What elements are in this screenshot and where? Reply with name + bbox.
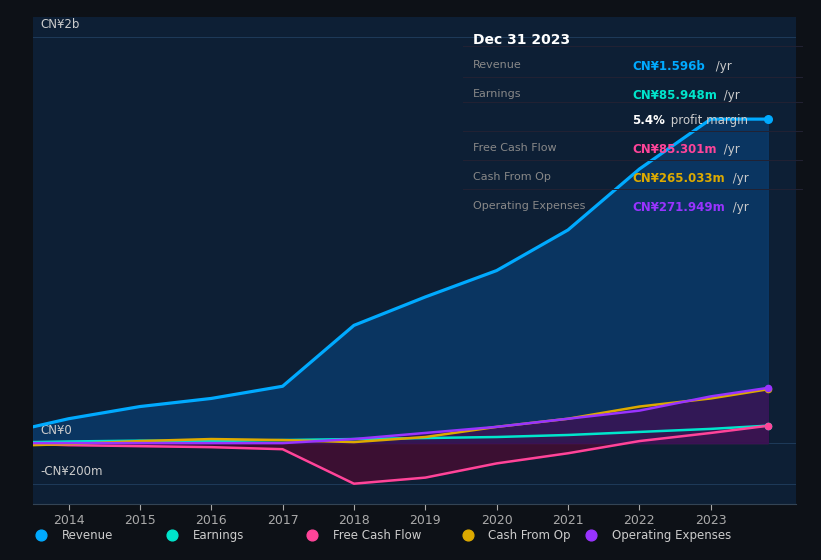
Text: profit margin: profit margin: [667, 114, 749, 127]
Text: Earnings: Earnings: [474, 90, 522, 99]
Point: [761, 421, 774, 430]
Text: Revenue: Revenue: [474, 60, 522, 71]
Text: 5.4%: 5.4%: [632, 114, 665, 127]
Text: Cash From Op: Cash From Op: [474, 172, 551, 182]
Text: CN¥85.948m: CN¥85.948m: [632, 90, 717, 102]
Text: /yr: /yr: [721, 90, 741, 102]
Text: /yr: /yr: [729, 172, 749, 185]
Text: Operating Expenses: Operating Expenses: [474, 201, 585, 211]
Point: [761, 421, 774, 430]
Text: Free Cash Flow: Free Cash Flow: [333, 529, 421, 542]
Text: Revenue: Revenue: [62, 529, 113, 542]
Text: CN¥271.949m: CN¥271.949m: [632, 201, 725, 214]
Point: [461, 531, 475, 540]
Text: Operating Expenses: Operating Expenses: [612, 529, 731, 542]
Text: /yr: /yr: [712, 60, 732, 73]
Text: Dec 31 2023: Dec 31 2023: [474, 34, 571, 48]
Text: Cash From Op: Cash From Op: [488, 529, 571, 542]
Text: CN¥265.033m: CN¥265.033m: [632, 172, 725, 185]
Point: [305, 531, 319, 540]
Text: Earnings: Earnings: [193, 529, 245, 542]
Text: CN¥85.301m: CN¥85.301m: [632, 143, 717, 156]
Text: CN¥2b: CN¥2b: [40, 18, 80, 31]
Text: /yr: /yr: [721, 143, 741, 156]
Point: [761, 115, 774, 124]
Point: [761, 384, 774, 393]
Point: [166, 531, 179, 540]
Text: CN¥0: CN¥0: [40, 424, 71, 437]
Point: [34, 531, 48, 540]
Point: [585, 531, 598, 540]
Text: -CN¥200m: -CN¥200m: [40, 465, 103, 478]
Text: Free Cash Flow: Free Cash Flow: [474, 143, 557, 153]
Point: [761, 385, 774, 394]
Text: /yr: /yr: [729, 201, 749, 214]
Text: CN¥1.596b: CN¥1.596b: [632, 60, 705, 73]
